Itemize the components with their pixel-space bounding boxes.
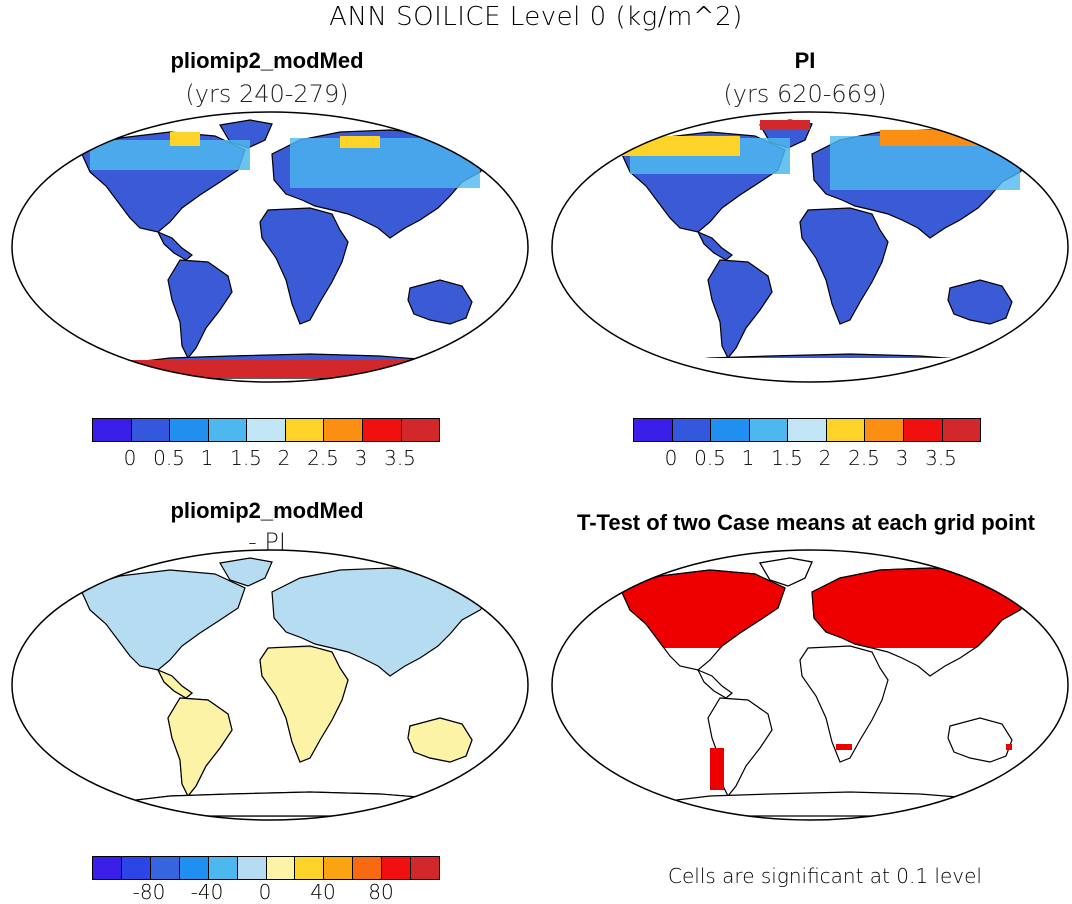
tick-label: 3 bbox=[354, 446, 368, 470]
colorbar-swatch bbox=[865, 419, 904, 441]
colorbar-swatch bbox=[170, 419, 209, 441]
tick-label: 0 bbox=[258, 880, 272, 904]
tick-label: 3.5 bbox=[925, 446, 957, 470]
colorbar-swatch bbox=[208, 419, 248, 441]
panel-3-subtitle: - PI bbox=[248, 528, 286, 556]
panel-4-title: T-Test of two Case means at each grid po… bbox=[576, 510, 1035, 535]
colorbar-swatch bbox=[93, 857, 122, 879]
colorbar-swatch bbox=[121, 857, 151, 879]
panel-3-title: pliomip2_modMed bbox=[170, 498, 364, 523]
panel-1-title: pliomip2_modMed bbox=[170, 48, 364, 73]
colorbar-swatch bbox=[711, 419, 750, 441]
tick-label: 0.5 bbox=[153, 446, 185, 470]
colorbar-swatch bbox=[266, 857, 296, 879]
colorbar-swatch bbox=[324, 857, 354, 879]
colorbar-swatch bbox=[634, 419, 673, 441]
map-panel-2 bbox=[551, 111, 1069, 383]
tick-label: 1 bbox=[741, 446, 755, 470]
significance-note: Cells are significant at 0.1 level bbox=[668, 864, 982, 888]
colorbar-swatch bbox=[150, 857, 180, 879]
colorbar-swatch bbox=[749, 419, 789, 441]
colorbar-swatch bbox=[942, 419, 981, 441]
panel-2-subtitle: (yrs 620-669) bbox=[723, 80, 887, 108]
colorbar-swatch bbox=[237, 857, 267, 879]
tick-label: 1 bbox=[200, 446, 214, 470]
colorbar-swatch bbox=[903, 419, 943, 441]
tick-label: 0 bbox=[664, 446, 678, 470]
colorbar-swatch bbox=[362, 419, 402, 441]
tick-label: 3 bbox=[895, 446, 909, 470]
colorbar-swatch bbox=[131, 419, 171, 441]
tick-label: 2.5 bbox=[848, 446, 880, 470]
map-panel-3 bbox=[11, 549, 529, 821]
tick-label: -80 bbox=[132, 880, 166, 904]
colorbar-abs-2 bbox=[633, 418, 981, 442]
tick-label: 0 bbox=[123, 446, 137, 470]
colorbar-swatch bbox=[285, 419, 325, 441]
map-panel-4 bbox=[551, 549, 1069, 821]
tick-label: 2 bbox=[277, 446, 291, 470]
colorbar-abs-1 bbox=[92, 418, 440, 442]
main-title: ANN SOILICE Level 0 (kg/m^2) bbox=[329, 2, 743, 32]
tick-label: 3.5 bbox=[384, 446, 416, 470]
colorbar-swatch bbox=[208, 857, 238, 879]
tick-label: 40 bbox=[310, 880, 336, 904]
panel-1-subtitle: (yrs 240-279) bbox=[185, 80, 349, 108]
colorbar-swatch bbox=[353, 857, 383, 879]
map-panel-1 bbox=[11, 111, 529, 383]
colorbar-swatch bbox=[411, 857, 440, 879]
tick-label: -40 bbox=[190, 880, 224, 904]
tick-label: 1.5 bbox=[230, 446, 262, 470]
colorbar-swatch bbox=[401, 419, 440, 441]
colorbar-swatch bbox=[93, 419, 132, 441]
colorbar-swatch bbox=[247, 419, 286, 441]
colorbar-swatch bbox=[788, 419, 827, 441]
colorbar-swatch bbox=[179, 857, 209, 879]
tick-label: 0.5 bbox=[694, 446, 726, 470]
colorbar-swatch bbox=[324, 419, 363, 441]
colorbar-swatch bbox=[382, 857, 412, 879]
tick-label: 2 bbox=[818, 446, 832, 470]
tick-label: 1.5 bbox=[771, 446, 803, 470]
colorbar-swatch bbox=[672, 419, 712, 441]
colorbar-diff bbox=[92, 856, 440, 880]
tick-label: 2.5 bbox=[307, 446, 339, 470]
tick-label: 80 bbox=[368, 880, 394, 904]
colorbar-swatch bbox=[295, 857, 325, 879]
colorbar-swatch bbox=[826, 419, 866, 441]
panel-2-title: PI bbox=[794, 48, 816, 73]
